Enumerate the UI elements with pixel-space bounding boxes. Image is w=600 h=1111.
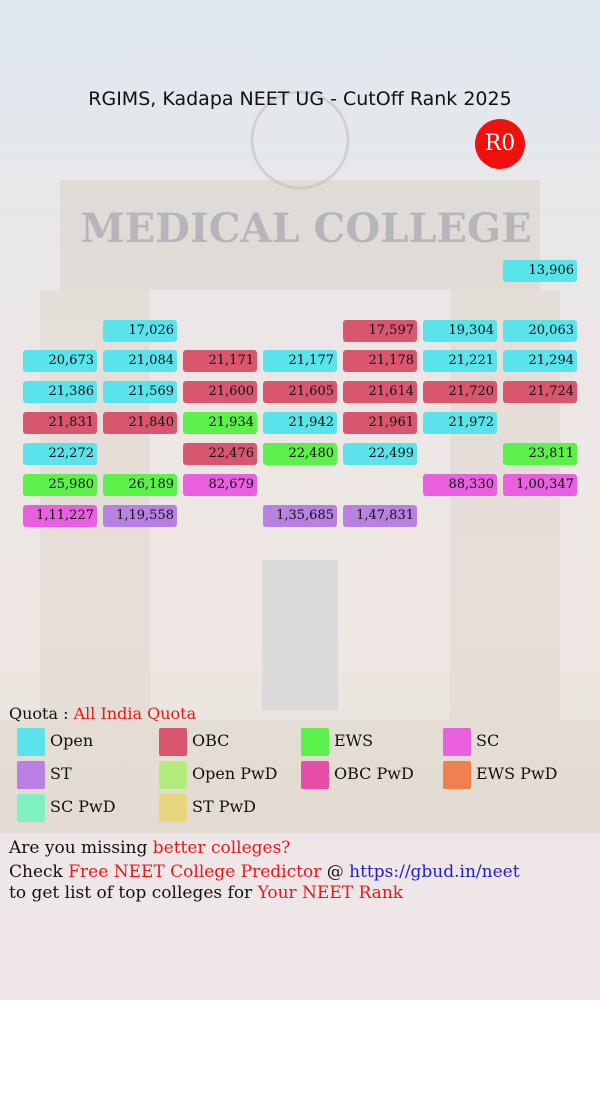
rank-cell: 23,811 bbox=[503, 443, 577, 465]
legend-swatch bbox=[159, 761, 187, 789]
rank-cell: 21,386 bbox=[23, 381, 97, 403]
emblem bbox=[250, 90, 350, 190]
highlight: Free NEET College Predictor bbox=[68, 862, 322, 882]
legend-swatch bbox=[17, 794, 45, 822]
gate-top bbox=[60, 180, 540, 290]
legend-label: EWS PwD bbox=[476, 764, 558, 783]
rank-cell: 21,294 bbox=[503, 350, 577, 372]
rank-cell: 20,063 bbox=[503, 320, 577, 342]
legend-swatch bbox=[301, 728, 329, 756]
legend-label: ST bbox=[50, 764, 72, 783]
legend-label: Open PwD bbox=[192, 764, 278, 783]
rank-cell: 25,980 bbox=[23, 474, 97, 496]
rank-cell: 88,330 bbox=[423, 474, 497, 496]
quota-line: Quota : All India Quota bbox=[9, 704, 196, 723]
rank-cell: 19,304 bbox=[423, 320, 497, 342]
round-badge: R0 bbox=[475, 119, 525, 169]
text: Check bbox=[9, 862, 69, 882]
highlight: Your NEET Rank bbox=[257, 883, 404, 903]
rank-cell: 17,597 bbox=[343, 320, 417, 342]
text: Are you missing bbox=[9, 838, 153, 858]
rank-cell: 82,679 bbox=[183, 474, 257, 496]
footer-line: to get list of top colleges for Your NEE… bbox=[9, 883, 403, 903]
footer: Are you missing better colleges? Check F… bbox=[0, 833, 600, 1000]
rank-cell: 21,600 bbox=[183, 381, 257, 403]
legend-label: SC PwD bbox=[50, 797, 116, 816]
rank-cell: 21,724 bbox=[503, 381, 577, 403]
rank-cell: 22,499 bbox=[343, 443, 417, 465]
rank-cell: 21,614 bbox=[343, 381, 417, 403]
rank-cell: 17,026 bbox=[103, 320, 177, 342]
rank-cell: 21,605 bbox=[263, 381, 337, 403]
legend-label: Open bbox=[50, 731, 94, 750]
text: to get list of top colleges for bbox=[9, 883, 258, 903]
legend-label: SC bbox=[476, 731, 500, 750]
rank-cell: 1,35,685 bbox=[263, 505, 337, 527]
rank-cell: 21,942 bbox=[263, 412, 337, 434]
rank-cell: 21,221 bbox=[423, 350, 497, 372]
rank-cell: 20,673 bbox=[23, 350, 97, 372]
rank-cell: 21,569 bbox=[103, 381, 177, 403]
legend-label: OBC PwD bbox=[334, 764, 414, 783]
footer-line: Check Free NEET College Predictor @ http… bbox=[9, 862, 520, 882]
legend-label: ST PwD bbox=[192, 797, 257, 816]
sign: MEDICAL COLLEGE bbox=[80, 205, 531, 252]
rank-cell: 22,272 bbox=[23, 443, 97, 465]
legend-swatch bbox=[159, 728, 187, 756]
building bbox=[262, 560, 338, 710]
legend-label: EWS bbox=[334, 731, 374, 750]
link[interactable]: https://gbud.in/neet bbox=[349, 862, 520, 882]
rank-cell: 21,934 bbox=[183, 412, 257, 434]
quota-value: All India Quota bbox=[73, 704, 197, 723]
rank-cell: 21,178 bbox=[343, 350, 417, 372]
rank-cell: 13,906 bbox=[503, 260, 577, 282]
rank-cell: 21,961 bbox=[343, 412, 417, 434]
rank-cell: 21,177 bbox=[263, 350, 337, 372]
rank-cell: 21,831 bbox=[23, 412, 97, 434]
rank-cell: 21,084 bbox=[103, 350, 177, 372]
rank-cell: 26,189 bbox=[103, 474, 177, 496]
highlight: better colleges? bbox=[152, 838, 291, 858]
legend-swatch bbox=[17, 761, 45, 789]
legend-swatch bbox=[17, 728, 45, 756]
rank-cell: 21,840 bbox=[103, 412, 177, 434]
rank-cell: 1,00,347 bbox=[503, 474, 577, 496]
rank-cell: 1,11,227 bbox=[23, 505, 97, 527]
legend-label: OBC bbox=[192, 731, 230, 750]
rank-cell: 21,720 bbox=[423, 381, 497, 403]
rank-cell: 1,19,558 bbox=[103, 505, 177, 527]
legend-swatch bbox=[443, 761, 471, 789]
title: RGIMS, Kadapa NEET UG - CutOff Rank 2025 bbox=[88, 88, 512, 110]
legend-swatch bbox=[301, 761, 329, 789]
rank-cell: 21,972 bbox=[423, 412, 497, 434]
rank-cell: 21,171 bbox=[183, 350, 257, 372]
ground bbox=[0, 720, 600, 833]
rank-cell: 22,480 bbox=[263, 443, 337, 465]
text: @ bbox=[321, 862, 350, 882]
rank-cell: 22,476 bbox=[183, 443, 257, 465]
legend-swatch bbox=[159, 794, 187, 822]
quota-label: Quota : bbox=[9, 704, 69, 723]
footer-line: Are you missing better colleges? bbox=[9, 838, 290, 858]
rank-cell: 1,47,831 bbox=[343, 505, 417, 527]
legend-swatch bbox=[443, 728, 471, 756]
